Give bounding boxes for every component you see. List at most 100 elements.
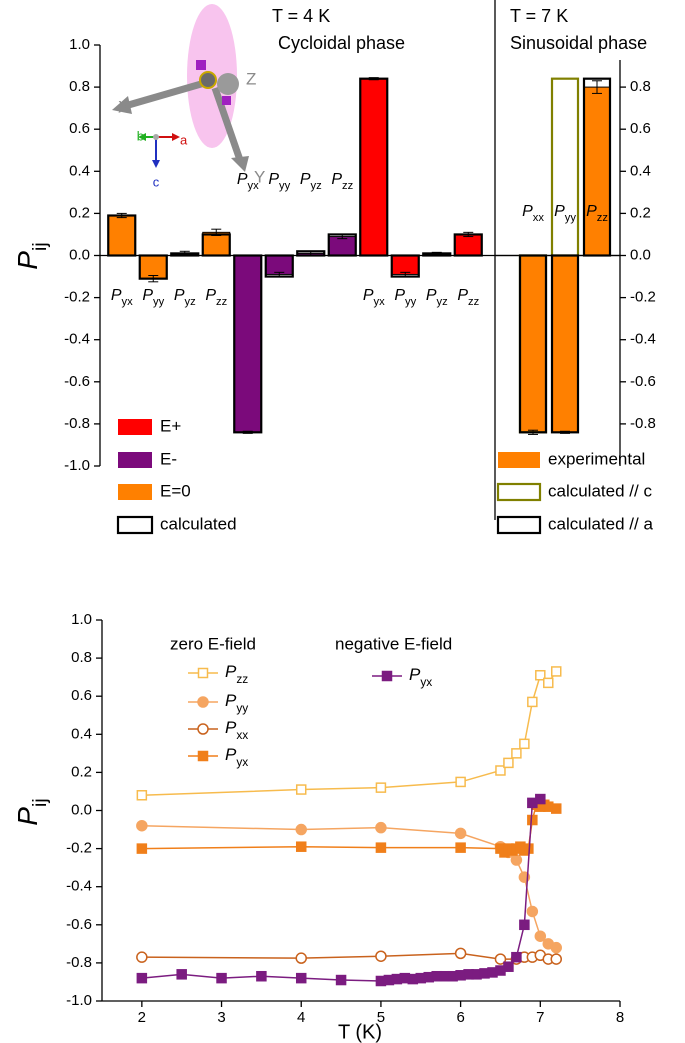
subscript: yx (420, 675, 432, 689)
subscript: zz (216, 296, 228, 308)
y-tick-label: 0.8 (69, 78, 90, 95)
data-point (550, 953, 562, 965)
data-point (510, 854, 523, 866)
subscript: yz (310, 180, 322, 192)
y-tick-label: -0.6 (64, 373, 90, 390)
y-tick-label: -0.2 (630, 289, 656, 306)
data-point (136, 951, 148, 963)
subscript: yy (279, 180, 291, 192)
calculated-bar (201, 233, 231, 257)
y-tick-label: -0.6 (66, 916, 92, 933)
data-point (454, 827, 467, 840)
annotation: T = 4 K (272, 6, 330, 26)
y-tick-label: -0.4 (64, 331, 90, 348)
data-point (295, 823, 307, 836)
y-tick-label: -1.0 (66, 992, 92, 1009)
y-tick-label: 1.0 (71, 611, 92, 628)
arrowhead (138, 133, 146, 141)
bar (233, 255, 262, 433)
category-label: Pyy (554, 203, 576, 224)
calculated-bar (264, 254, 294, 278)
x-tick-label: 4 (297, 1009, 305, 1026)
arrowhead (112, 96, 132, 114)
y-tick-label: 0.2 (630, 204, 651, 221)
annotation: Cycloidal phase (278, 33, 405, 53)
y-tick-label: 0.0 (630, 246, 651, 263)
subscript: yx (373, 296, 385, 308)
legend-marker (197, 750, 209, 762)
category-label: Pyx (237, 171, 259, 192)
legend-label: Pxx (225, 718, 248, 742)
category-label: Pyz (174, 287, 196, 308)
legend-label: experimental (548, 449, 645, 468)
series-line (141, 798, 541, 982)
y-tick-label: 0.6 (71, 687, 92, 704)
legend-swatch (116, 515, 154, 535)
y-tick-label: -1.0 (64, 457, 90, 474)
subscript: yz (184, 296, 196, 308)
bar (107, 215, 136, 257)
y-tick-label: -0.8 (630, 415, 656, 432)
x-tick-label: 8 (616, 1009, 624, 1026)
subscript: ij (29, 242, 51, 251)
subscript: yx (236, 755, 248, 769)
symbol: P (225, 745, 237, 764)
subscript: yx (121, 296, 133, 308)
y-tick-label: 1.0 (69, 36, 90, 53)
symbol: P (268, 171, 279, 188)
series-line (141, 824, 557, 949)
legend-label: Pyx (225, 745, 248, 769)
spin (222, 96, 231, 105)
legend-swatch (496, 482, 542, 502)
subscript: yy (153, 296, 165, 308)
legend-label: Pyy (225, 691, 248, 715)
category-label: Pzz (205, 287, 227, 308)
subscript: zz (342, 180, 354, 192)
symbol: P (174, 287, 185, 304)
bar (391, 255, 420, 275)
atom (199, 71, 217, 89)
calculated-bar (138, 254, 168, 280)
calculated-bar (390, 254, 420, 278)
calculated-bar (550, 254, 580, 434)
category-label: Pyx (363, 287, 385, 308)
subscript: zz (236, 672, 248, 686)
legend-label: Pyx (409, 665, 432, 689)
legend-title: zero E-field (170, 634, 256, 653)
legend-marker (197, 723, 209, 735)
data-point (375, 950, 387, 962)
bar (265, 255, 294, 275)
annotation: T = 7 K (510, 6, 568, 26)
data-point (495, 765, 506, 776)
subscript: yy (565, 212, 577, 224)
symbol: P (331, 171, 342, 188)
data-point (550, 666, 562, 677)
data-point (534, 930, 547, 942)
category-label: Pyy (394, 287, 416, 308)
data-point (511, 748, 522, 759)
x-tick-label: 3 (217, 1009, 225, 1026)
category-label: Pzz (586, 203, 608, 224)
origin (153, 134, 159, 140)
data-point (335, 974, 347, 986)
data-point (511, 951, 522, 963)
category-label: Pyz (300, 171, 322, 192)
y-tick-label: 0.0 (71, 801, 92, 818)
symbol: P (111, 287, 122, 304)
x-tick-label: 2 (138, 1009, 146, 1026)
axis-y-arrow (211, 86, 244, 162)
symbol: P (586, 203, 597, 220)
calculated-bar (582, 77, 612, 257)
x-tick-label: 5 (377, 1009, 385, 1026)
y-tick-label: 0.8 (71, 649, 92, 666)
calculated-bar (327, 233, 357, 257)
subscript: yy (236, 701, 248, 715)
legend-label: Pzz (225, 662, 248, 686)
y-tick-label: -0.2 (66, 840, 92, 857)
calculated-bar (170, 252, 200, 257)
calculated-bar (233, 254, 263, 434)
x-tick-label: 6 (456, 1009, 464, 1026)
inset-label: Y (254, 167, 265, 186)
data-point (527, 696, 538, 708)
